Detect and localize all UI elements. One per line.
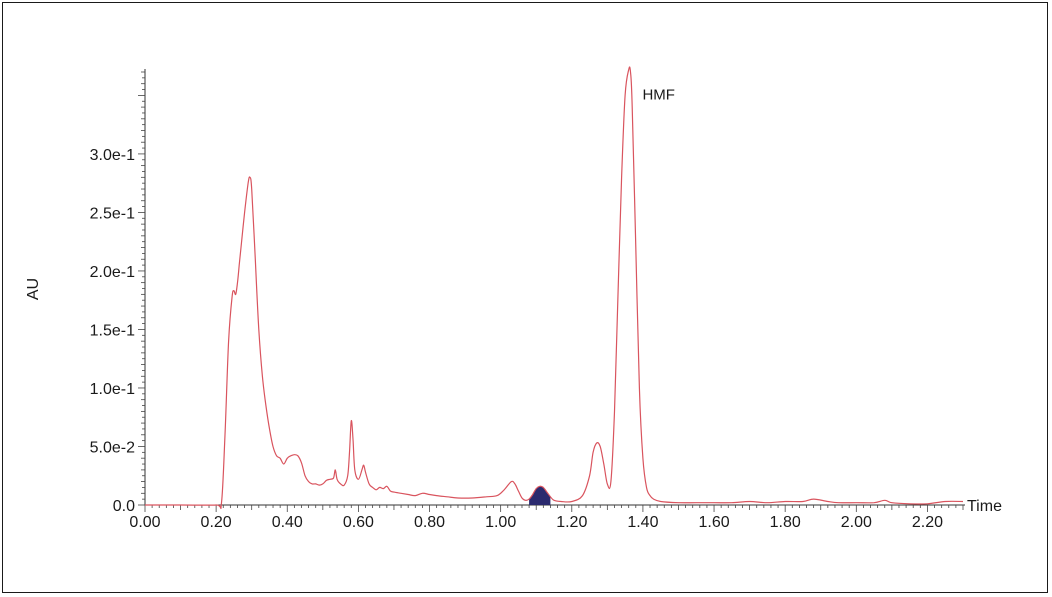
x-tick-label: 0.20 bbox=[201, 514, 232, 531]
peak-annotation-hmf: HMF bbox=[642, 87, 675, 104]
x-tick-label: 1.80 bbox=[770, 514, 801, 531]
x-tick-label: 2.00 bbox=[841, 514, 872, 531]
y-axis-title: AU bbox=[25, 278, 42, 300]
x-tick-label: 0.80 bbox=[414, 514, 445, 531]
y-tick-label: 2.5e-1 bbox=[90, 205, 135, 222]
y-tick-label: 0.0 bbox=[113, 498, 135, 515]
x-tick-label: 1.20 bbox=[556, 514, 587, 531]
y-tick-label: 1.5e-1 bbox=[90, 322, 135, 339]
y-tick-label: 2.0e-1 bbox=[90, 264, 135, 281]
x-tick-label: 2.20 bbox=[912, 514, 943, 531]
integrated-peak-area bbox=[529, 486, 551, 505]
x-axis-title: Time bbox=[967, 498, 1002, 515]
y-tick-label: 5.0e-2 bbox=[90, 439, 135, 456]
x-tick-label: 1.00 bbox=[485, 514, 516, 531]
chromatogram-line bbox=[145, 66, 964, 510]
y-tick-label: 3.0e-1 bbox=[90, 147, 135, 164]
x-tick-label: 0.40 bbox=[272, 514, 303, 531]
y-tick-label: 1.0e-1 bbox=[90, 381, 135, 398]
x-tick-label: 1.40 bbox=[627, 514, 658, 531]
x-tick-label: 1.60 bbox=[698, 514, 729, 531]
x-tick-label: 0.60 bbox=[343, 514, 374, 531]
x-tick-label: 0.00 bbox=[129, 514, 160, 531]
